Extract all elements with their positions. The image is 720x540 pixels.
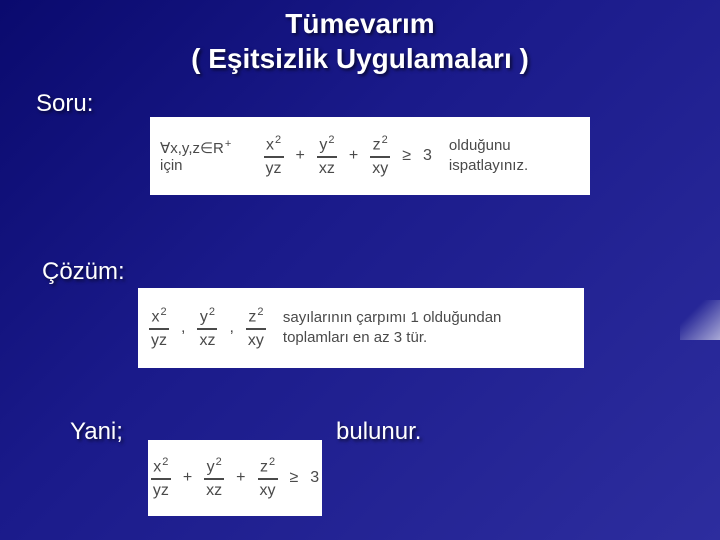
cozum-math-box: x2 yz , y2 xz , z2 xy sayılarının çarpım…: [138, 288, 584, 368]
soru-math-box: ∀x,y,z∈R+ için x2 yz + y2 xz + z2 xy ≥ 3…: [150, 117, 590, 195]
plus-op: +: [233, 469, 248, 487]
yani-frac3: z2 xy: [258, 456, 278, 500]
light-flare: [680, 300, 720, 340]
yani-label: Yani;: [70, 418, 123, 446]
slide-title: Tümevarım ( Eşitsizlik Uygulamaları ): [0, 0, 720, 76]
rhs-value: 3: [307, 469, 322, 487]
yani-frac2: y2 xz: [204, 456, 224, 500]
yani-frac1: x2 yz: [151, 456, 171, 500]
cozum-frac2: y2 xz: [197, 306, 217, 350]
title-line1: Tümevarım: [0, 6, 720, 41]
cozum-label: Çözüm:: [42, 258, 125, 286]
soru-frac1: x2 yz: [264, 134, 284, 178]
plus-op: +: [180, 469, 195, 487]
title-line2: ( Eşitsizlik Uygulamaları ): [0, 41, 720, 76]
plus-op: +: [346, 147, 361, 165]
ge-op: ≥: [399, 147, 414, 165]
cozum-trail: sayılarının çarpımı 1 olduğundan toplaml…: [283, 308, 501, 347]
cozum-frac3: z2 xy: [246, 306, 266, 350]
yani-math-box: x2 yz + y2 xz + z2 xy ≥ 3: [148, 440, 322, 516]
soru-frac2: y2 xz: [317, 134, 337, 178]
sep-op: ,: [178, 319, 188, 337]
cozum-frac1: x2 yz: [149, 306, 169, 350]
rhs-value: 3: [420, 147, 435, 165]
bulunur-label: bulunur.: [336, 418, 421, 446]
sep-op: ,: [226, 319, 236, 337]
ge-op: ≥: [287, 469, 302, 487]
soru-frac3: z2 xy: [370, 134, 390, 178]
soru-label: Soru:: [36, 90, 93, 118]
soru-trail: olduğunu ispatlayınız.: [449, 136, 580, 175]
plus-op: +: [293, 147, 308, 165]
soru-lead: ∀x,y,z∈R+ için: [160, 138, 249, 174]
